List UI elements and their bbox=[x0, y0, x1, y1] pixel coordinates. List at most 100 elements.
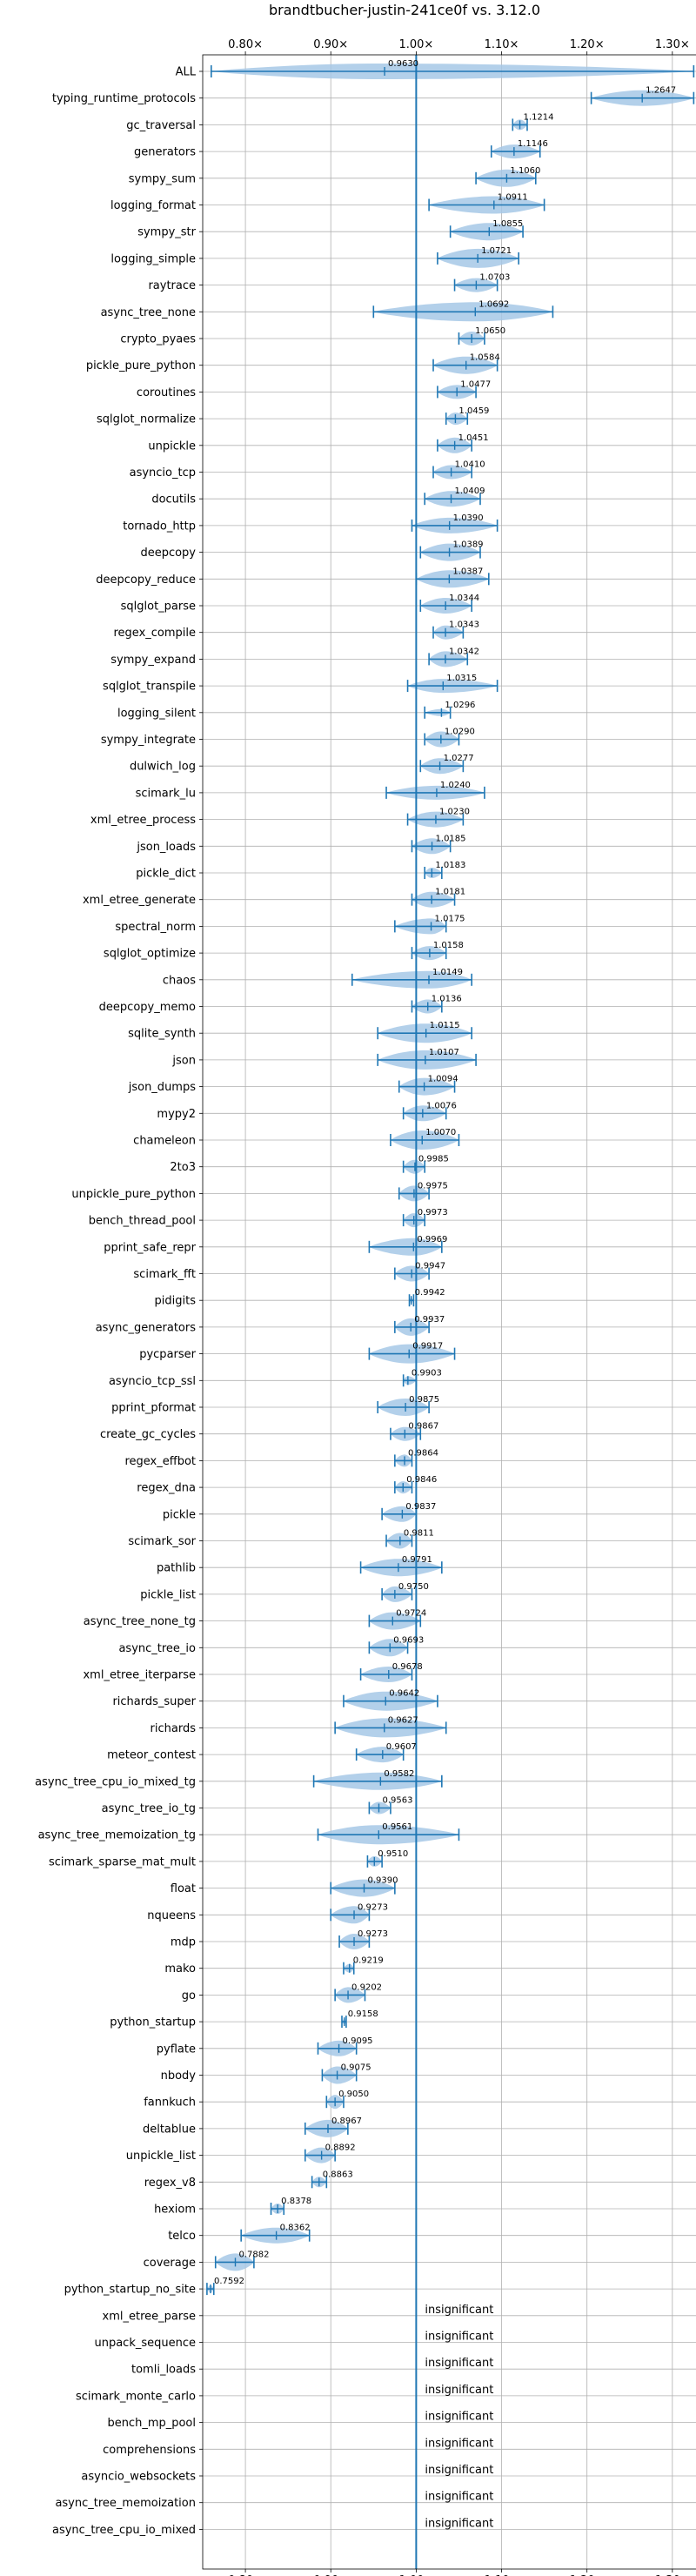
value-label-meteor_contest: 0.9607 bbox=[386, 1742, 417, 1752]
x-tick-label-bottom: 1.20× bbox=[570, 2574, 605, 2576]
benchmark-label: async_tree_cpu_io_mixed_tg bbox=[35, 1775, 196, 1788]
x-tick-label-bottom: 1.30× bbox=[655, 2574, 690, 2576]
insignificant-label: insignificant bbox=[425, 2304, 493, 2317]
benchmark-label: async_tree_io_tg bbox=[102, 1802, 196, 1815]
x-tick-label-top: 1.20× bbox=[570, 38, 605, 51]
benchmark-label: crypto_pyaes bbox=[120, 333, 196, 346]
benchmark-label: pprint_safe_repr bbox=[104, 1241, 196, 1254]
benchmark-label: regex_compile bbox=[113, 627, 196, 640]
benchmark-label: regex_dna bbox=[137, 1482, 196, 1495]
plot-frame bbox=[202, 54, 696, 2570]
value-label-float: 0.9390 bbox=[368, 1876, 398, 1886]
benchmark-label: pickle bbox=[163, 1508, 196, 1521]
benchmark-label: xml_etree_iterparse bbox=[83, 1669, 196, 1682]
value-label-scimark_sor: 0.9811 bbox=[404, 1529, 434, 1539]
value-label-pprint_safe_repr: 0.9969 bbox=[417, 1235, 447, 1244]
insignificant-label: insignificant bbox=[425, 2517, 493, 2530]
value-label-crypto_pyaes: 1.0650 bbox=[475, 326, 505, 336]
benchmark-label: go bbox=[182, 1989, 196, 2002]
benchmark-label: json_loads bbox=[136, 841, 196, 854]
benchmark-label: async_tree_io bbox=[118, 1642, 196, 1655]
value-label-chameleon: 1.0070 bbox=[425, 1128, 456, 1137]
value-label-generators: 1.1146 bbox=[518, 139, 548, 149]
value-label-scimark_lu: 1.0240 bbox=[440, 781, 471, 790]
x-tick-label-top: 1.10× bbox=[485, 38, 519, 51]
benchmark-label: 2to3 bbox=[170, 1161, 196, 1174]
value-label-raytrace: 1.0703 bbox=[479, 273, 510, 283]
x-tick-label-top: 0.80× bbox=[228, 38, 263, 51]
benchmark-label: xml_etree_process bbox=[90, 814, 196, 827]
benchmark-label: meteor_contest bbox=[107, 1749, 196, 1762]
benchmark-label: regex_effbot bbox=[124, 1455, 196, 1468]
benchmark-label: deepcopy_reduce bbox=[96, 574, 196, 587]
benchmark-label: chaos bbox=[163, 974, 196, 987]
benchmark-label: chameleon bbox=[133, 1135, 196, 1148]
labels: 0.80× 0.80× 0.90× 0.90× 1.00× 1.00× 1.10× 1.10×… bbox=[35, 38, 690, 2576]
value-label-coroutines: 1.0477 bbox=[460, 379, 491, 389]
benchmark-label: raytrace bbox=[148, 279, 196, 292]
value-label-sympy_str: 1.0855 bbox=[492, 219, 523, 229]
benchmark-label: pickle_pure_python bbox=[86, 359, 196, 372]
benchmark-label: async_tree_none_tg bbox=[84, 1615, 196, 1628]
insignificant-label: insignificant bbox=[425, 2464, 493, 2477]
x-tick-label-bottom: 1.10× bbox=[485, 2574, 519, 2576]
value-label-async_tree_io_tg: 0.9563 bbox=[382, 1796, 412, 1806]
value-label-pprint_pformat: 0.9875 bbox=[409, 1395, 439, 1405]
value-label-pickle: 0.9837 bbox=[405, 1502, 436, 1512]
benchmark-label: sympy_str bbox=[137, 226, 196, 239]
value-label-pickle_list: 0.9750 bbox=[398, 1582, 429, 1592]
benchmark-label: json_dumps bbox=[128, 1081, 196, 1094]
value-label-async_tree_none: 1.0692 bbox=[478, 299, 509, 309]
value-label-unpickle: 1.0451 bbox=[458, 433, 489, 443]
value-label-asyncio_tcp: 1.0410 bbox=[455, 460, 485, 470]
value-label-sqlglot_transpile: 1.0315 bbox=[446, 674, 477, 683]
benchmark-label: pathlib bbox=[157, 1562, 196, 1575]
range-markers bbox=[206, 65, 695, 2296]
value-label-telco: 0.8362 bbox=[280, 2224, 311, 2233]
value-label-nbody: 0.9075 bbox=[341, 2063, 371, 2073]
benchmark-label: async_generators bbox=[96, 1321, 197, 1334]
value-label-mypy2: 1.0076 bbox=[426, 1101, 457, 1110]
value-label-async_tree_memoization_tg: 0.9561 bbox=[382, 1822, 412, 1832]
benchmark-label: create_gc_cycles bbox=[100, 1428, 196, 1441]
benchmark-label: python_startup_no_site bbox=[64, 2284, 196, 2297]
value-label-pathlib: 0.9791 bbox=[402, 1555, 432, 1565]
benchmark-label: async_tree_none bbox=[101, 306, 196, 319]
benchmark-label: spectral_norm bbox=[115, 921, 196, 934]
benchmark-label: pycparser bbox=[139, 1348, 196, 1361]
value-label-go: 0.9202 bbox=[351, 1982, 382, 1992]
value-label-deepcopy_reduce: 1.0387 bbox=[452, 567, 483, 576]
benchmark-label: typing_runtime_protocols bbox=[52, 92, 196, 105]
benchmark-label: sqlglot_parse bbox=[121, 600, 196, 614]
value-label-sympy_sum: 1.1060 bbox=[510, 166, 540, 176]
benchmark-label: deepcopy bbox=[140, 547, 196, 560]
benchmark-label: bench_thread_pool bbox=[89, 1215, 196, 1228]
value-label-sympy_integrate: 1.0290 bbox=[445, 728, 475, 737]
benchmark-label: float bbox=[171, 1882, 196, 1895]
benchmark-label: pprint_pformat bbox=[111, 1402, 196, 1415]
benchmark-label: scimark_monte_carlo bbox=[76, 2390, 196, 2403]
value-label-pyflate: 0.9095 bbox=[343, 2036, 373, 2046]
benchmark-label: sympy_expand bbox=[110, 654, 196, 667]
value-label-2to3: 0.9985 bbox=[418, 1155, 449, 1164]
benchmark-label: mypy2 bbox=[157, 1108, 196, 1121]
benchmark-label: regex_v8 bbox=[144, 2177, 196, 2190]
violins bbox=[206, 64, 694, 2293]
benchmark-label: pidigits bbox=[155, 1295, 197, 1308]
benchmark-label: sympy_sum bbox=[129, 172, 196, 185]
benchmark-label: pickle_dict bbox=[136, 868, 196, 881]
value-label-xml_etree_generate: 1.0181 bbox=[435, 888, 465, 897]
benchmark-label: fannkuch bbox=[144, 2096, 196, 2110]
x-tick-label-bottom: 0.80× bbox=[228, 2574, 263, 2576]
value-label-sqlglot_normalize: 1.0459 bbox=[458, 406, 489, 416]
value-label-async_tree_io: 0.9693 bbox=[393, 1635, 424, 1645]
value-label-pickle_dict: 1.0183 bbox=[435, 861, 465, 870]
value-label-hexiom: 0.8378 bbox=[281, 2197, 311, 2206]
benchmark-label: mako bbox=[164, 1962, 196, 1976]
benchmark-label: pyflate bbox=[157, 2043, 196, 2056]
value-label-xml_etree_iterparse: 0.9678 bbox=[392, 1662, 423, 1672]
benchmark-label: sqlite_synth bbox=[128, 1028, 196, 1041]
value-label-async_tree_none_tg: 0.9724 bbox=[396, 1609, 426, 1619]
benchmark-label: logging_silent bbox=[117, 707, 196, 720]
benchmark-label: mdp bbox=[171, 1936, 196, 1949]
